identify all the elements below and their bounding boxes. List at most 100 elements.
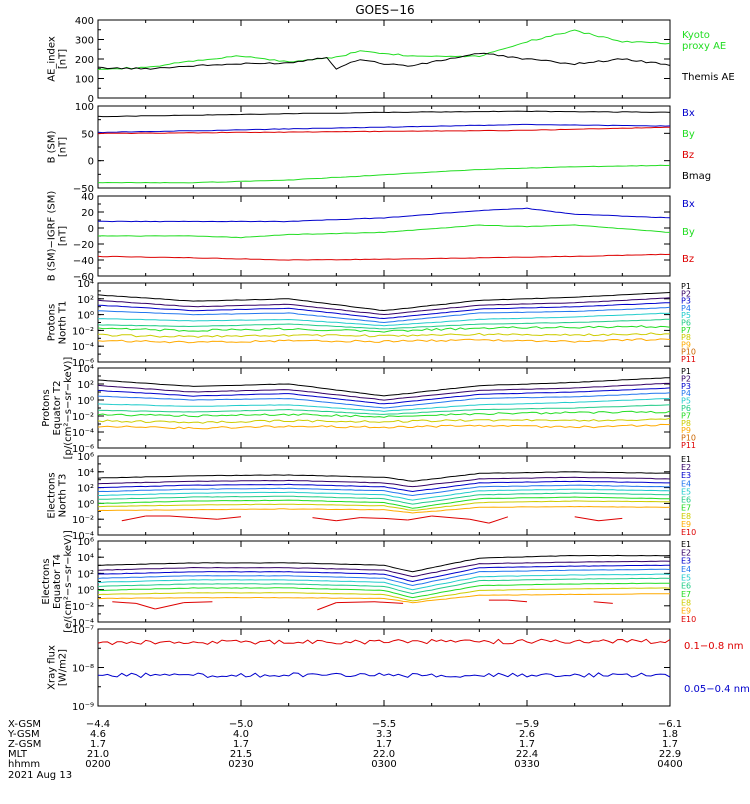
coord-value: −6.1: [658, 719, 682, 730]
legend-e9: E9: [681, 607, 691, 616]
series-line-p6: [97, 318, 671, 330]
legend-e5: E5: [681, 573, 691, 582]
coord-value: 1.7: [376, 739, 392, 750]
legend-e9: E9: [681, 520, 691, 529]
coord-label: Y-GSM: [7, 729, 40, 740]
series-line-p4: [97, 306, 671, 324]
coord-value: 0300: [371, 759, 396, 770]
legend-p6: P6: [681, 319, 691, 328]
y-tick-label: 10⁻⁴: [72, 531, 94, 542]
panel-5: 10⁻⁶ 10⁻⁴ 10⁻² 10⁰ 10² 10⁴ Protons Equator T2 [p…: [41, 357, 696, 460]
series-line-e10: [383, 517, 408, 521]
y-tick-label: 400: [75, 16, 94, 27]
coord-value: −5.5: [372, 719, 396, 730]
legend-e5: E5: [681, 487, 691, 496]
y-tick-label: 10⁻⁴: [72, 342, 94, 353]
date-label: 2021 Aug 13: [8, 770, 72, 781]
legend-bx: Bx: [682, 199, 695, 210]
legend-e8: E8: [681, 598, 691, 607]
y-axis-label: [e/(cm²−s−sr−keV)]: [63, 530, 74, 633]
series-line-p8: [97, 417, 671, 424]
series-line-p5: [97, 312, 671, 327]
y-tick-label: 10⁴: [77, 468, 94, 479]
panel-3: −60 −40 −20 0 20 40 B (SM)−IGRF (SM) [nT] Bx By Bz: [47, 191, 695, 283]
y-tick-label: 10²: [77, 295, 94, 306]
plot-title: GOES−16: [355, 3, 414, 17]
legend-p5: P5: [681, 397, 691, 406]
panel-frame: [97, 105, 671, 189]
coord-value: 22.0: [373, 749, 395, 760]
coord-value: 21.0: [87, 749, 109, 760]
series-line-e7: [98, 496, 671, 509]
series-line-p7: [97, 410, 671, 418]
y-tick-label: −60: [73, 272, 94, 283]
coord-value: 22.9: [659, 749, 681, 760]
legend-xray-1: 0.05−0.4 nm: [684, 684, 750, 695]
series-line-e10: [193, 517, 218, 520]
y-tick-label: 10⁰: [77, 586, 94, 597]
y-axis-label: Protons: [47, 304, 58, 341]
y-axis-label: Electrons: [41, 558, 52, 604]
y-tick-label: −20: [73, 240, 94, 251]
y-axis-label: Equator T4: [52, 554, 63, 609]
coord-value: 22.4: [516, 749, 538, 760]
y-tick-label: 0: [88, 157, 94, 168]
coord-value: 2.6: [519, 729, 535, 740]
legend-p9: P9: [681, 340, 691, 349]
series-line-e8: [97, 500, 671, 511]
coord-value: −5.0: [229, 719, 253, 730]
series-line-e10: [121, 515, 146, 522]
series-line-e10: [488, 516, 509, 524]
legend-p10: P10: [681, 348, 696, 357]
series-line-e1: [97, 554, 671, 573]
coord-value: 1.7: [662, 739, 678, 750]
legend-e3: E3: [681, 557, 691, 566]
coord-value: 0200: [85, 759, 110, 770]
y-tick-label: 100: [75, 102, 94, 113]
y-tick-label: 10⁻⁶: [72, 358, 94, 369]
legend-p3: P3: [681, 297, 691, 306]
y-tick-label: 10²: [77, 484, 94, 495]
y-tick-label: 10⁰: [77, 396, 94, 407]
series-line-e10: [217, 516, 242, 520]
series-line-bx: [97, 123, 671, 134]
legend-p6: P6: [681, 404, 691, 413]
legend-p5: P5: [681, 311, 691, 320]
coord-value: −4.4: [86, 719, 110, 730]
series-line-e9: [97, 593, 670, 604]
legend-e6: E6: [681, 496, 691, 505]
y-tick-label: 20: [81, 208, 94, 219]
legend-e7: E7: [681, 504, 691, 513]
legend-p8: P8: [681, 333, 691, 342]
legend-p4: P4: [681, 389, 691, 398]
y-tick-label: 10⁻⁴: [72, 428, 94, 439]
series-line-e10: [431, 515, 470, 520]
series-line-bx: [98, 207, 671, 223]
series-line-e3: [98, 480, 670, 493]
series-line-e10: [336, 517, 361, 522]
series-line-p9: [97, 423, 671, 430]
legend-line: proxy AE: [682, 41, 726, 52]
coord-value: 1.8: [662, 729, 678, 740]
legend-e3: E3: [681, 471, 691, 480]
legend-by: By: [682, 227, 695, 238]
series-line-p4: [97, 392, 671, 409]
series-line-bz: [97, 126, 671, 135]
series-line-e5: [98, 488, 671, 501]
series-line-00504nm: [97, 672, 671, 679]
series-line-e10: [135, 602, 156, 610]
coord-value: 1.7: [519, 739, 535, 750]
y-tick-label: 10⁻⁸: [72, 664, 94, 675]
series-line-bmag: [97, 110, 671, 118]
panel-frame: [97, 455, 671, 536]
y-tick-label: 0: [88, 94, 94, 105]
y-tick-label: 10⁰: [77, 311, 94, 322]
series-line-e7: [97, 582, 670, 599]
y-tick-label: 10⁶: [77, 452, 94, 463]
series-line-e8: [97, 587, 671, 602]
y-axis-label: [nT]: [58, 226, 69, 246]
coord-value: −5.9: [515, 719, 539, 730]
legend-bz: Bz: [682, 150, 694, 161]
series-line-e5: [97, 573, 671, 591]
